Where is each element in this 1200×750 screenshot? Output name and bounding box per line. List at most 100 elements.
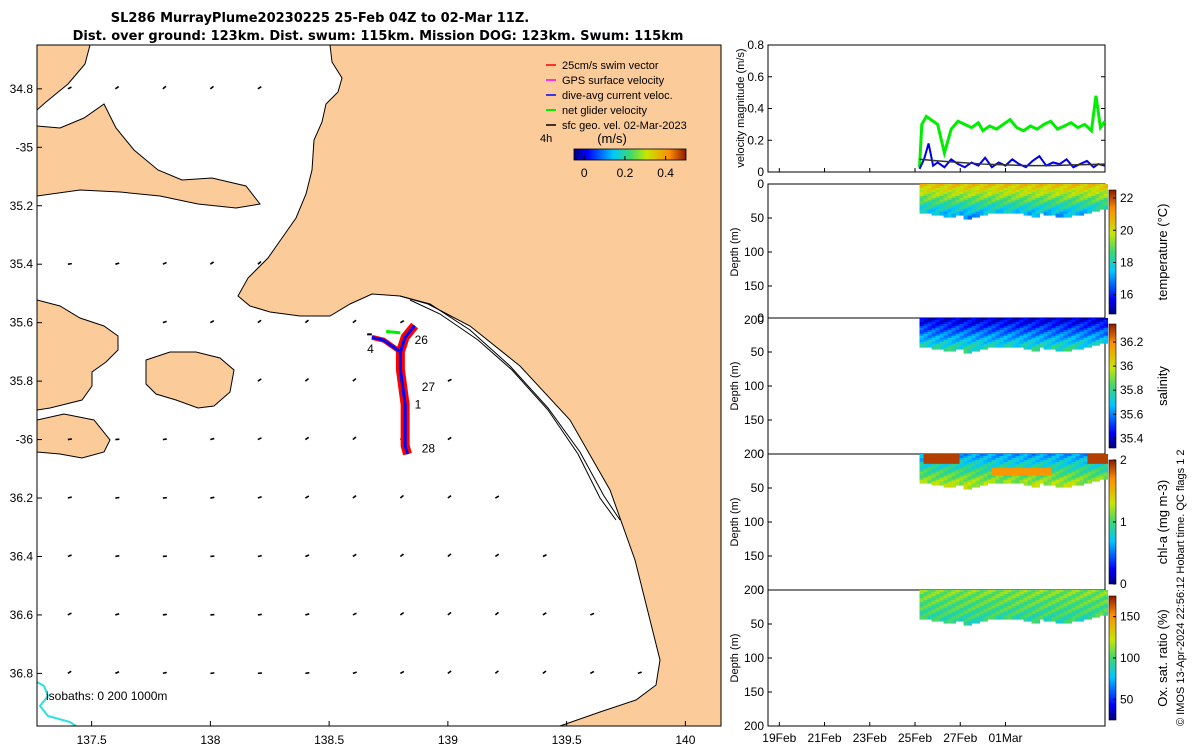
geo-arrow (209, 261, 215, 265)
map-axis-ticks: 137.5 138 138.5 139 139.5 14034.8-3535.235.43… (10, 82, 696, 747)
salinity-cell (1067, 347, 1073, 352)
oxygen-cell (991, 615, 997, 620)
salinity-cell (1051, 345, 1057, 350)
salinity-cell (927, 343, 933, 348)
oxygen-cell (1019, 615, 1025, 620)
salinity-cell (1055, 347, 1061, 352)
salinity-ytick-label: 100 (744, 379, 764, 393)
temperature-cell (955, 211, 961, 216)
oxygen-cb-tick-label: 50 (1120, 692, 1134, 706)
chla-cell (1007, 479, 1013, 484)
geo-arrow (352, 612, 357, 616)
map-ytick-label: 36.8 (10, 666, 34, 680)
temperature-cell (991, 209, 997, 214)
geo-arrow (542, 670, 547, 675)
track-branch-dive (371, 335, 402, 354)
temperature-cell (979, 211, 985, 216)
map-ytick-label: 34.8 (10, 82, 34, 96)
salinity-cell (943, 347, 949, 352)
salinity-cell (935, 345, 941, 350)
map-cb-tick-label: 0.2 (617, 166, 634, 180)
oxygen-cell (979, 617, 985, 622)
salinity-ytick-label: 0 (757, 311, 764, 325)
chla-cell (1103, 475, 1109, 480)
map-colorbar-ticks: 0 0.2 0.4 (581, 156, 674, 180)
temperature-colorbar (1108, 189, 1117, 315)
velocity-series-line (918, 95, 1105, 168)
map-frame (36, 44, 722, 727)
chla-cell (1051, 481, 1057, 486)
chla-ytick-label: 100 (744, 515, 764, 529)
oxygen-cell (963, 621, 969, 626)
temperature-cell (1027, 211, 1033, 216)
temperature-cell (935, 211, 941, 216)
oxygen-cell (947, 619, 953, 624)
land-kangaroo-island-west (37, 413, 111, 459)
salinity-cell (1015, 343, 1021, 348)
legend-swim-vector: 25cm/s swim vector (562, 60, 659, 72)
geo-arrow (114, 85, 120, 90)
map-xtick-label: 139.5 (552, 733, 582, 747)
chla-cell (959, 481, 965, 486)
geo-arrow (542, 612, 547, 616)
oxygen-ytick-label: 150 (744, 685, 764, 699)
chla-ytick-label: 200 (744, 583, 764, 597)
track-day-label: 1 (415, 397, 422, 411)
geo-arrow (257, 437, 262, 441)
map-ytick-label: 35.6 (10, 316, 34, 330)
chla-cell (955, 481, 961, 486)
salinity-cb-tick-label: 36.2 (1120, 335, 1144, 349)
salinity-cell (971, 347, 977, 352)
geo-arrow (494, 611, 499, 616)
temperature-cell (947, 213, 953, 218)
geo-arrow (637, 671, 642, 675)
temperature-cell (971, 213, 977, 218)
salinity-cell (1039, 343, 1045, 348)
map-xtick-label: 140 (675, 733, 695, 747)
figure-title-line1: SL286 MurrayPlume20230225 25-Feb 04Z to … (111, 11, 529, 26)
oxygen-cell (1047, 617, 1053, 622)
salinity-cell (1031, 347, 1037, 352)
vel-ytick-label: 0.6 (747, 70, 764, 84)
chla-cell (1003, 479, 1009, 484)
salinity-cell (991, 343, 997, 348)
chla-cell (1027, 481, 1033, 486)
map-ytick-label: 35.4 (10, 257, 34, 271)
chla-cell (975, 483, 981, 488)
salinity-cell (975, 347, 981, 352)
map-ytick-label: -35 (16, 140, 34, 154)
temperature-ytick-label: 150 (744, 279, 764, 293)
salinity-cb-tick-label: 35.6 (1120, 407, 1144, 421)
geo-arrow (352, 553, 357, 558)
map-ytick-label: -36 (16, 433, 34, 447)
panel-temperature: 0 50 100 150 200 Depth (m) 16 18 20 22 temperature… (729, 177, 1170, 327)
geo-arrow (210, 672, 215, 675)
salinity-cell (959, 345, 965, 350)
geo-arrow (67, 496, 72, 499)
salinity-cblabel: salinity (1155, 366, 1170, 406)
temperature-cell (931, 211, 937, 216)
time-axis: 19Feb 21Feb 23Feb 25Feb 27Feb 01Mar (762, 168, 1022, 745)
land-kangaroo-island (145, 351, 235, 409)
map-colorbar (573, 148, 687, 161)
oxygen-cell (1091, 613, 1097, 618)
temperature-cell (1047, 211, 1053, 216)
chla-cell (1063, 483, 1069, 488)
geo-arrow (209, 85, 214, 90)
oxygen-cell (1087, 615, 1093, 620)
chla-cblabel: chl-a (mg m-3) (1155, 480, 1170, 565)
temperature-cell (1079, 211, 1085, 216)
isobath-200m (37, 681, 77, 726)
salinity-cb-tick-label: 35.4 (1120, 431, 1144, 445)
chla-cell (927, 479, 933, 484)
temperature-cb-tick-label: 20 (1120, 223, 1134, 237)
geo-arrow (162, 261, 167, 265)
chla-ylabel: Depth (m) (729, 498, 741, 547)
geo-arrow (590, 612, 595, 616)
salinity-cell (963, 349, 969, 354)
chla-cell (1055, 483, 1061, 488)
salinity-cell (939, 345, 945, 350)
oxygen-cell (1079, 617, 1085, 622)
time-tick-label: 19Feb (762, 731, 796, 745)
oxygen-cell (955, 617, 961, 622)
